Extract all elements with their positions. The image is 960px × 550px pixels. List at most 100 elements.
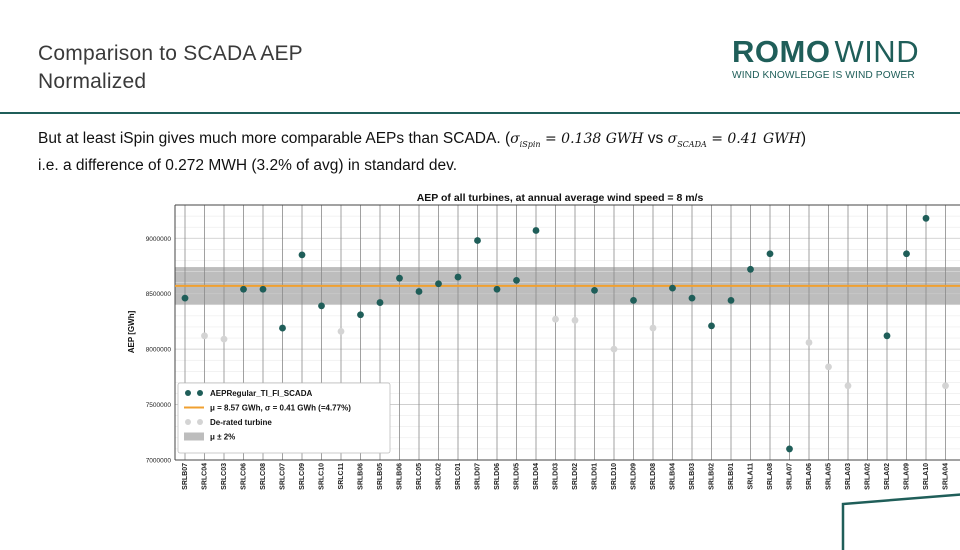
x-tick-label: SRLC09 bbox=[299, 463, 306, 490]
scada-point bbox=[181, 294, 189, 302]
sigma-ispin-value: = 0.138 GWH bbox=[540, 131, 644, 147]
x-tick-label: SRLA03 bbox=[845, 463, 852, 490]
scada-point bbox=[259, 285, 267, 293]
scada-point bbox=[435, 280, 442, 288]
x-tick-label: SRLC08 bbox=[260, 463, 267, 490]
sigma-scada: σSCADA = 0.41 GWH bbox=[667, 131, 801, 149]
body-line1-suffix: ) bbox=[800, 130, 806, 147]
x-tick-label: SRLA07 bbox=[787, 463, 794, 490]
scada-point bbox=[883, 332, 891, 340]
x-tick-label: SRLB05 bbox=[377, 463, 384, 490]
legend-label: De-rated turbine bbox=[210, 418, 272, 427]
legend-box bbox=[177, 382, 391, 454]
scada-point bbox=[298, 251, 306, 259]
x-tick-label: SRLD04 bbox=[533, 463, 540, 490]
sigma-ispin: σiSpin = 0.138 GWH bbox=[510, 131, 644, 149]
title-line-2: Normalized bbox=[38, 70, 147, 93]
x-tick-label: SRLB06 bbox=[358, 463, 365, 490]
body-line1-prefix: But at least iSpin gives much more compa… bbox=[38, 130, 511, 147]
title-line-1: Comparison to SCADA AEP bbox=[38, 42, 303, 65]
scada-point bbox=[376, 299, 384, 306]
sigma-scada-sub: SCADA bbox=[677, 139, 707, 149]
scada-point bbox=[786, 445, 793, 453]
y-tick-label: 9000000 bbox=[146, 236, 172, 243]
x-tick-label: SRLA10 bbox=[923, 463, 930, 490]
derated-point bbox=[805, 339, 813, 346]
scada-point bbox=[513, 276, 520, 284]
x-tick-label: SRLB07 bbox=[182, 463, 189, 490]
sigma-ispin-sub: iSpin bbox=[519, 139, 541, 149]
x-tick-label: SRLD02 bbox=[572, 463, 579, 490]
y-tick-label: 7500000 bbox=[146, 402, 172, 409]
scada-point bbox=[747, 265, 754, 273]
slide-title: Comparison to SCADA AEP Normalized bbox=[38, 40, 303, 96]
x-tick-label: SRLD08 bbox=[650, 463, 657, 490]
scada-point bbox=[591, 286, 598, 294]
scada-point bbox=[669, 284, 676, 292]
scada-point bbox=[279, 324, 286, 332]
body-vs: vs bbox=[643, 130, 668, 147]
x-tick-label: SRLC03 bbox=[221, 463, 228, 490]
sigma-scada-value: = 0.41 GWH bbox=[706, 131, 801, 147]
scada-point bbox=[727, 296, 735, 304]
y-tick-label: 8500000 bbox=[146, 291, 172, 298]
y-tick-label: 8000000 bbox=[146, 347, 172, 354]
sigma-scada-symbol: σ bbox=[667, 131, 678, 147]
scada-point bbox=[454, 273, 462, 281]
legend-label: AEPRegular_TI_FI_SCADA bbox=[210, 389, 312, 398]
x-tick-label: SRLC02 bbox=[436, 463, 443, 490]
scada-point bbox=[240, 285, 247, 293]
scada-point bbox=[415, 288, 423, 295]
derated-point bbox=[201, 332, 208, 340]
scada-point bbox=[766, 250, 774, 258]
x-tick-label: SRLC11 bbox=[338, 463, 345, 490]
x-tick-label: SRLA09 bbox=[904, 463, 911, 490]
corner-decoration bbox=[841, 493, 960, 550]
y-axis-label: AEP [GWh] bbox=[127, 310, 136, 353]
x-tick-label: SRLA02 bbox=[884, 463, 891, 490]
scada-point bbox=[688, 294, 696, 302]
x-tick-label: SRLB02 bbox=[709, 463, 716, 490]
legend-marker bbox=[197, 419, 203, 425]
scada-point bbox=[357, 311, 364, 319]
legend-marker bbox=[185, 390, 191, 396]
x-tick-label: SRLB01 bbox=[728, 463, 735, 490]
x-tick-label: SRLA11 bbox=[748, 463, 755, 490]
x-tick-label: SRLD09 bbox=[631, 463, 638, 490]
legend-marker bbox=[185, 419, 191, 425]
logo-brand-bold: ROMO bbox=[732, 34, 831, 69]
scada-point bbox=[903, 250, 910, 258]
sigma-ispin-symbol: σ bbox=[510, 131, 520, 147]
body-line-1: But at least iSpin gives much more compa… bbox=[38, 128, 806, 155]
x-tick-label: SRLC07 bbox=[280, 463, 287, 490]
scada-point bbox=[474, 237, 481, 244]
derated-point bbox=[825, 363, 832, 371]
scada-point bbox=[318, 302, 325, 310]
x-tick-label: SRLB04 bbox=[670, 463, 677, 490]
y-tick-label: 7000000 bbox=[146, 458, 172, 465]
x-tick-label: SRLD01 bbox=[592, 463, 599, 490]
x-tick-label: SRLB06 bbox=[397, 463, 404, 490]
logo-brand-thin: WIND bbox=[834, 34, 920, 69]
scada-point bbox=[493, 285, 501, 293]
x-tick-label: SRLD05 bbox=[514, 463, 521, 490]
scada-point bbox=[922, 214, 930, 222]
legend-marker bbox=[184, 432, 204, 441]
chart-title: AEP of all turbines, at annual average w… bbox=[417, 192, 704, 204]
scada-point bbox=[396, 274, 403, 282]
derated-point bbox=[649, 324, 657, 332]
x-tick-label: SRLD10 bbox=[611, 463, 618, 490]
legend-label: μ ± 2% bbox=[210, 433, 235, 442]
x-tick-label: SRLA06 bbox=[806, 463, 813, 490]
body-text: But at least iSpin gives much more compa… bbox=[38, 128, 806, 176]
x-tick-label: SRLC06 bbox=[241, 463, 248, 490]
logo-wordmark: ROMO WIND bbox=[732, 36, 932, 67]
derated-point bbox=[844, 382, 852, 390]
x-tick-label: SRLA08 bbox=[767, 463, 774, 490]
x-tick-label: SRLA02 bbox=[865, 463, 872, 490]
x-tick-label: SRLA05 bbox=[826, 463, 833, 490]
legend-label: μ = 8.57 GWh, σ = 0.41 GWh (=4.77%) bbox=[210, 404, 351, 413]
x-tick-label: SRLC01 bbox=[455, 463, 462, 490]
scada-point bbox=[532, 227, 540, 234]
